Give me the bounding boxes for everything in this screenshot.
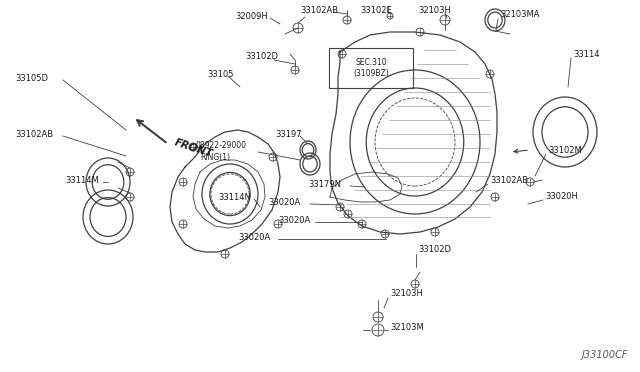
Text: 33114M: 33114M [65, 176, 99, 185]
Text: 08922-29000: 08922-29000 [195, 141, 246, 150]
Text: 33020A: 33020A [268, 198, 300, 206]
Text: 33020H: 33020H [545, 192, 578, 201]
Text: 32103MA: 32103MA [500, 10, 540, 19]
Text: 33114N: 33114N [218, 192, 251, 202]
Text: 32103H: 32103H [390, 289, 423, 298]
Text: 32009H: 32009H [235, 12, 268, 20]
Text: 33102D: 33102D [245, 51, 278, 61]
Text: 33105D: 33105D [15, 74, 48, 83]
Text: 33102E: 33102E [360, 6, 392, 15]
Text: J33100CF: J33100CF [582, 350, 628, 360]
FancyBboxPatch shape [329, 48, 413, 88]
Text: 33102D: 33102D [418, 246, 451, 254]
Text: 33105: 33105 [207, 70, 234, 78]
Text: 33102AB: 33102AB [490, 176, 528, 185]
Text: 33020A: 33020A [238, 232, 270, 241]
Text: 33179N: 33179N [308, 180, 341, 189]
Text: 33102AB: 33102AB [300, 6, 338, 15]
Text: 32103M: 32103M [390, 323, 424, 331]
Text: 33020A: 33020A [278, 215, 310, 224]
Text: RING(1): RING(1) [200, 153, 230, 161]
Text: SEC.310
(3109BZ): SEC.310 (3109BZ) [353, 58, 389, 78]
Text: 33114: 33114 [573, 49, 600, 58]
Text: 32103H: 32103H [418, 6, 451, 15]
Text: 33197: 33197 [275, 129, 301, 138]
Text: FRONT: FRONT [173, 137, 214, 159]
Text: 33102M: 33102M [548, 145, 582, 154]
Text: 33102AB: 33102AB [15, 129, 53, 138]
